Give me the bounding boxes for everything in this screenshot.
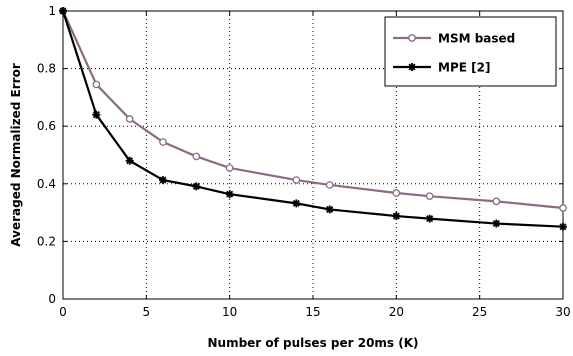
x-axis-label: Number of pulses per 20ms (K) [207, 336, 418, 350]
data-point [59, 7, 67, 15]
legend-label: MPE [2] [438, 61, 490, 75]
y-tick-label: 0 [48, 292, 56, 306]
data-point [425, 192, 434, 201]
data-point [325, 181, 334, 189]
data-point [159, 176, 167, 185]
data-point [192, 152, 201, 161]
data-point [225, 164, 234, 172]
x-tick-label: 25 [472, 305, 487, 319]
legend: MSM based MPE [2] [384, 16, 557, 87]
x-tick-label: 15 [305, 305, 320, 319]
y-tick-label: 0.2 [37, 234, 56, 248]
data-point [392, 189, 401, 197]
data-point [492, 219, 501, 228]
data-point [492, 197, 501, 206]
y-tick-label: 0.4 [37, 177, 56, 191]
y-tick-label: 0.6 [37, 119, 56, 133]
data-point [192, 182, 201, 191]
x-tick-label: 0 [59, 305, 67, 319]
data-point [559, 222, 567, 231]
series-group [59, 7, 567, 231]
axis-ticks: 0 5 10 15 20 25 30 0 0.2 0.4 0.6 0.8 1 [37, 4, 571, 319]
y-axis-label: Averaged Normalized Error [9, 63, 23, 247]
data-point [325, 205, 334, 214]
y-tick-label: 0.8 [37, 62, 56, 76]
y-tick-label: 1 [48, 4, 56, 18]
data-point [225, 190, 234, 199]
legend-marker [408, 34, 416, 42]
legend-label: MSM based [438, 32, 515, 46]
x-tick-label: 10 [222, 305, 237, 319]
data-point [559, 204, 567, 212]
data-point [159, 138, 167, 146]
x-tick-label: 30 [555, 305, 570, 319]
series-line-1 [61, 10, 564, 210]
data-point [292, 176, 301, 184]
x-tick-label: 20 [389, 305, 404, 319]
data-point [125, 115, 134, 123]
data-point [92, 80, 101, 89]
series-line-2 [61, 10, 564, 228]
data-point [125, 156, 134, 165]
legend-box [384, 16, 557, 87]
data-point [425, 214, 434, 223]
legend-marker [408, 63, 416, 71]
data-point [292, 199, 301, 208]
data-point [92, 110, 101, 119]
data-point [392, 212, 401, 221]
x-tick-label: 5 [143, 305, 151, 319]
